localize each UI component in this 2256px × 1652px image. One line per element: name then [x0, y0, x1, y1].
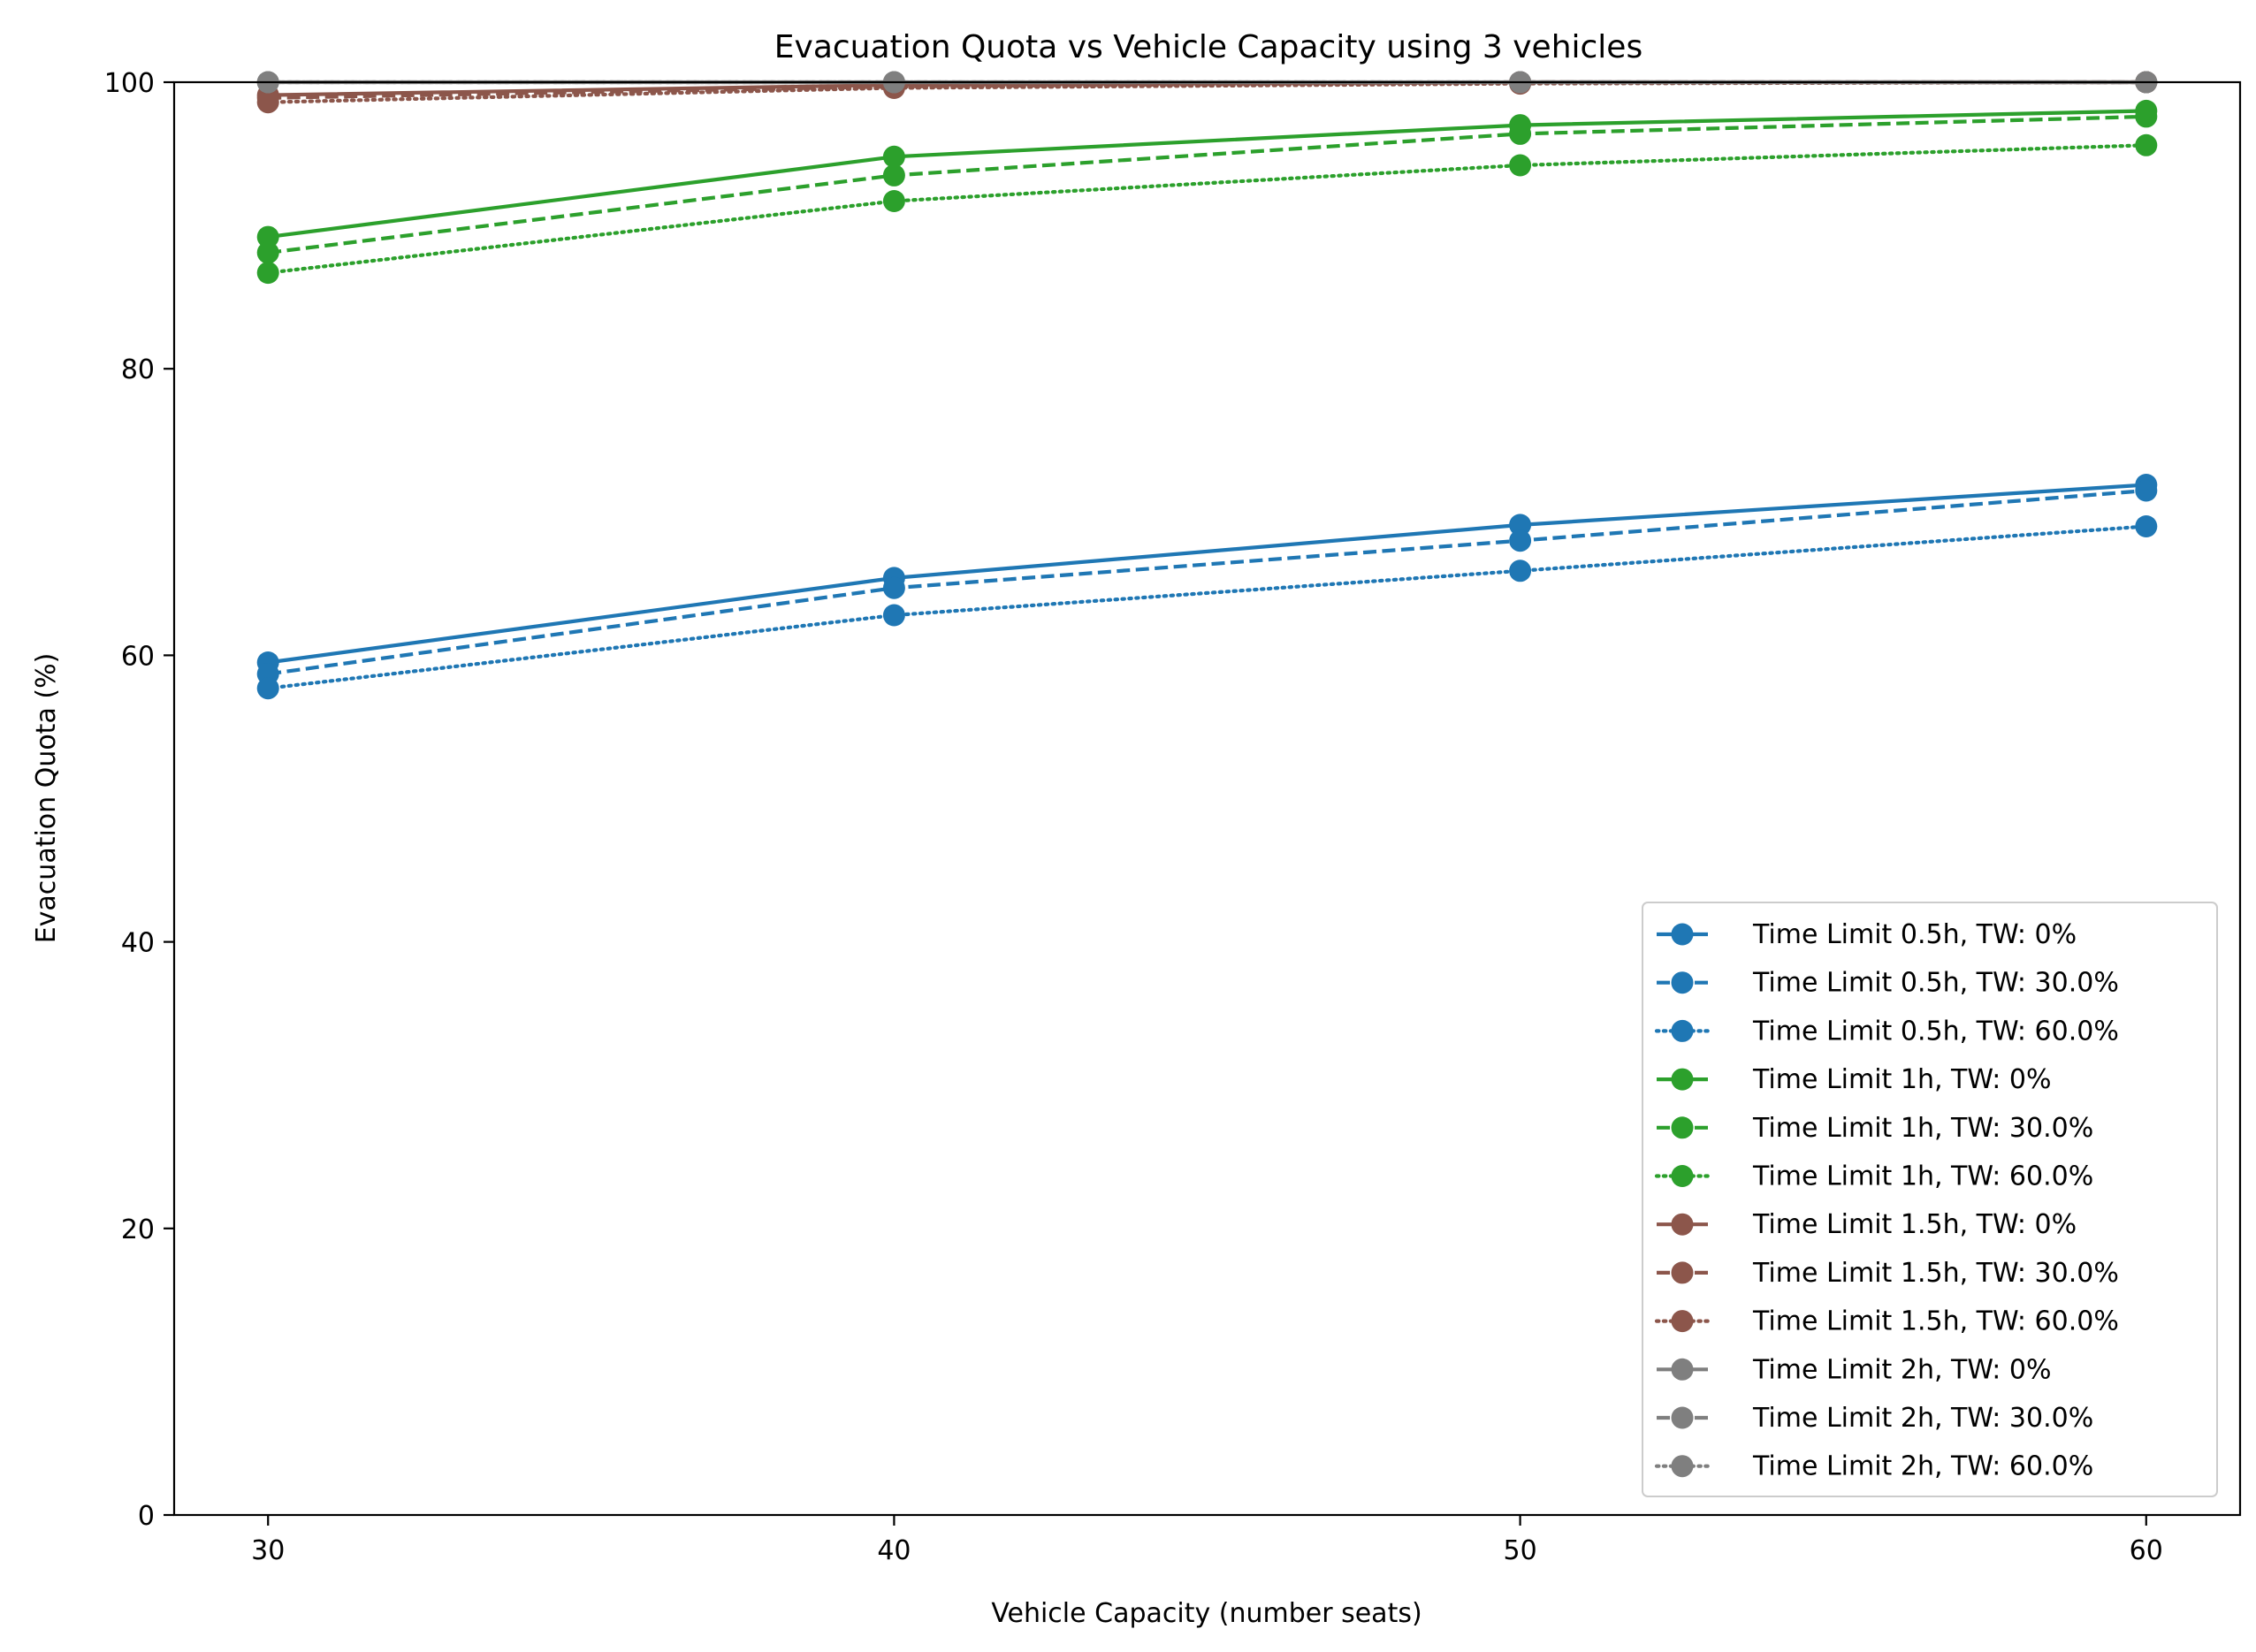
- data-point: [883, 190, 905, 212]
- y-axis-label: Evacuation Quota (%): [31, 653, 62, 944]
- x-axis-label: Vehicle Capacity (number seats): [991, 1598, 1421, 1629]
- y-tick-label: 0: [138, 1501, 155, 1532]
- y-tick-label: 60: [121, 641, 155, 672]
- y-tick-label: 100: [104, 68, 155, 99]
- x-tick-label: 30: [251, 1535, 285, 1566]
- legend-label-5: Time Limit 1h, TW: 30.0%: [1752, 1113, 2093, 1144]
- data-point: [2135, 480, 2157, 502]
- data-point: [257, 241, 279, 263]
- legend-marker-3: [1672, 1020, 1694, 1042]
- legend-marker-2: [1672, 971, 1694, 993]
- x-tick-label: 50: [1503, 1535, 1536, 1566]
- legend-marker-12: [1672, 1455, 1694, 1477]
- legend-label-3: Time Limit 0.5h, TW: 60.0%: [1752, 1016, 2119, 1047]
- legend-marker-4: [1672, 1069, 1694, 1091]
- legend-label-11: Time Limit 2h, TW: 30.0%: [1752, 1403, 2093, 1434]
- y-tick-label: 40: [121, 928, 155, 959]
- data-point: [2135, 105, 2157, 127]
- legend-label-7: Time Limit 1.5h, TW: 0%: [1752, 1209, 2077, 1240]
- legend-label-12: Time Limit 2h, TW: 60.0%: [1752, 1451, 2093, 1482]
- legend-marker-11: [1672, 1407, 1694, 1429]
- legend-marker-8: [1672, 1261, 1694, 1283]
- data-point: [257, 262, 279, 284]
- legend-marker-10: [1672, 1359, 1694, 1381]
- y-tick-label: 20: [121, 1214, 155, 1245]
- chart: Evacuation Quota vs Vehicle Capacity usi…: [0, 0, 2256, 1652]
- data-point: [1509, 560, 1531, 582]
- legend-marker-9: [1672, 1310, 1694, 1332]
- x-tick-label: 40: [877, 1535, 911, 1566]
- legend-label-10: Time Limit 2h, TW: 0%: [1752, 1354, 2052, 1385]
- chart-title: Evacuation Quota vs Vehicle Capacity usi…: [774, 29, 1642, 65]
- legend-label-1: Time Limit 0.5h, TW: 0%: [1752, 919, 2077, 950]
- data-point: [883, 164, 905, 187]
- legend-marker-5: [1672, 1116, 1694, 1138]
- data-point: [1509, 529, 1531, 552]
- legend-label-4: Time Limit 1h, TW: 0%: [1752, 1064, 2052, 1095]
- legend: Time Limit 0.5h, TW: 0% Time Limit 0.5h, …: [1642, 902, 2217, 1496]
- y-tick-label: 80: [121, 354, 155, 385]
- x-tick-label: 60: [2130, 1535, 2163, 1566]
- legend-label-8: Time Limit 1.5h, TW: 30.0%: [1752, 1258, 2119, 1289]
- legend-label-6: Time Limit 1h, TW: 60.0%: [1752, 1161, 2093, 1192]
- legend-label-9: Time Limit 1.5h, TW: 60.0%: [1752, 1306, 2119, 1337]
- data-point: [2135, 134, 2157, 156]
- data-point: [1509, 155, 1531, 177]
- legend-marker-6: [1672, 1165, 1694, 1187]
- data-point: [883, 605, 905, 627]
- legend-marker-1: [1672, 924, 1694, 946]
- data-point: [2135, 515, 2157, 537]
- data-point: [257, 91, 279, 113]
- legend-marker-7: [1672, 1214, 1694, 1236]
- data-point: [883, 577, 905, 599]
- data-point: [1509, 123, 1531, 145]
- legend-label-2: Time Limit 0.5h, TW: 30.0%: [1752, 968, 2119, 999]
- data-point: [257, 677, 279, 699]
